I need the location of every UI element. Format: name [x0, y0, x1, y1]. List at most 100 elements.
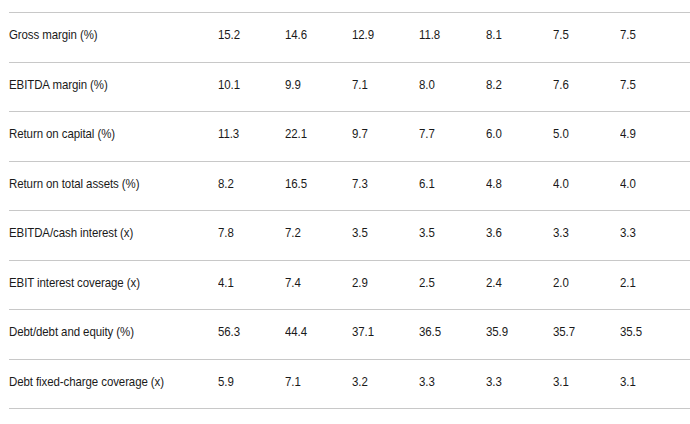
- row-value-text: 56.3: [218, 324, 240, 339]
- table-row: EBIT interest coverage (x)4.17.42.92.52.…: [9, 260, 690, 310]
- row-value: 3.3: [553, 211, 620, 261]
- row-value-text: 12.9: [352, 27, 374, 42]
- row-value-text: 3.3: [419, 374, 435, 389]
- row-label: Debt/debt and undepreciated equity (%): [9, 409, 218, 424]
- row-label-text: Return on total assets (%): [9, 176, 139, 191]
- row-value: 2.0: [553, 260, 620, 310]
- row-value-text: 7.5: [620, 77, 636, 92]
- row-value-text: 2.4: [486, 275, 502, 290]
- row-value: 11.8: [419, 13, 486, 63]
- row-value-text: 3.5: [419, 225, 435, 240]
- row-value: 44.4: [285, 409, 352, 424]
- row-value-text: 7.2: [285, 225, 301, 240]
- row-label: EBIT interest coverage (x): [9, 260, 218, 310]
- row-value-text: 44.4: [285, 324, 307, 339]
- row-value-text: 4.1: [218, 275, 234, 290]
- row-value: 3.1: [620, 359, 690, 409]
- row-value-text: 10.1: [218, 77, 240, 92]
- row-label-text: Debt fixed-charge coverage (x): [9, 374, 164, 389]
- row-value-text: 35.7: [553, 324, 575, 339]
- row-label-text: Return on capital (%): [9, 126, 115, 141]
- row-value: 9.9: [285, 62, 352, 112]
- row-value-text: 7.1: [285, 374, 301, 389]
- row-value: 15.2: [218, 13, 285, 63]
- row-label-text: EBITDA margin (%): [9, 77, 108, 92]
- row-value: 4.8: [486, 161, 553, 211]
- row-value: 56.3: [218, 409, 285, 424]
- row-value-text: 3.1: [620, 374, 636, 389]
- row-value: 8.2: [486, 62, 553, 112]
- row-label: Debt/debt and equity (%): [9, 310, 218, 360]
- row-value-text: 7.1: [352, 77, 368, 92]
- row-value-text: 5.9: [218, 374, 234, 389]
- row-value: 7.5: [553, 13, 620, 63]
- row-value: 35.5: [620, 310, 690, 360]
- row-value-text: 7.4: [285, 275, 301, 290]
- row-value-text: 2.0: [553, 275, 569, 290]
- row-value: 2.5: [419, 260, 486, 310]
- row-value: 35.7: [553, 409, 620, 424]
- row-value-text: 7.7: [419, 126, 435, 141]
- row-value-text: 9.7: [352, 126, 368, 141]
- financial-ratios-table: Gross margin (%)15.214.612.911.88.17.57.…: [9, 12, 690, 424]
- row-label-text: Debt/debt and equity (%): [9, 324, 134, 339]
- row-value: 7.5: [620, 62, 690, 112]
- row-value: 8.1: [486, 13, 553, 63]
- row-value-text: 3.3: [486, 374, 502, 389]
- row-value: 4.1: [218, 260, 285, 310]
- row-value: 10.1: [218, 62, 285, 112]
- row-value: 3.5: [419, 211, 486, 261]
- row-value-text: 7.6: [553, 77, 569, 92]
- table-row: Debt fixed-charge coverage (x) 5.9 7.1 3.2 3…: [9, 359, 690, 409]
- row-value-text: 36.5: [419, 324, 441, 339]
- row-label: Debt fixed-charge coverage (x): [9, 359, 218, 409]
- row-value: 2.4: [486, 260, 553, 310]
- row-value: 12.9: [352, 13, 419, 63]
- row-value-text: 22.1: [285, 126, 307, 141]
- row-value-text: 3.2: [352, 374, 368, 389]
- row-value-text: 3.3: [620, 225, 636, 240]
- row-value: 4.9: [620, 112, 690, 162]
- table-row: Debt/debt and undepreciated equity (%)56…: [9, 409, 690, 424]
- row-label-text: EBIT interest coverage (x): [9, 275, 140, 290]
- row-value-text: 5.0: [553, 126, 569, 141]
- row-value-text: 35.9: [486, 324, 508, 339]
- row-value: 7.7: [419, 112, 486, 162]
- row-label-text: EBITDA/cash interest (x): [9, 225, 133, 240]
- row-value: 7.6: [553, 62, 620, 112]
- row-value-text: 2.9: [352, 275, 368, 290]
- row-value: 36.5: [419, 310, 486, 360]
- row-value-text: 2.1: [620, 275, 636, 290]
- row-label-text: Gross margin (%): [9, 27, 98, 42]
- row-value: 44.4: [285, 310, 352, 360]
- row-value-text: 3.6: [486, 225, 502, 240]
- row-value: 3.1: [553, 359, 620, 409]
- row-value-text: 4.0: [553, 176, 569, 191]
- row-label: EBITDA margin (%): [9, 62, 218, 112]
- row-value: 2.9: [352, 260, 419, 310]
- row-value: 7.5: [620, 13, 690, 63]
- row-value: 16.5: [285, 161, 352, 211]
- row-value: 9.7: [352, 112, 419, 162]
- row-value: 6.1: [419, 161, 486, 211]
- row-value-text: 11.3: [218, 126, 239, 141]
- row-value: 8.0: [419, 62, 486, 112]
- row-value-text: 4.8: [486, 176, 502, 191]
- row-value-text: 6.0: [486, 126, 502, 141]
- row-value: 35.7: [553, 310, 620, 360]
- row-value-text: 15.2: [218, 27, 240, 42]
- financial-ratios-table-body: Gross margin (%)15.214.612.911.88.17.57.…: [9, 13, 690, 424]
- row-value-text: 7.8: [218, 225, 234, 240]
- row-value: 14.6: [285, 13, 352, 63]
- row-value: 7.3: [352, 161, 419, 211]
- row-value-text: 8.0: [419, 77, 435, 92]
- row-value: 3.3: [620, 211, 690, 261]
- row-label: Return on total assets (%): [9, 161, 218, 211]
- row-value-text: 4.0: [620, 176, 636, 191]
- row-value: 3.2: [352, 359, 419, 409]
- row-value: 3.5: [352, 211, 419, 261]
- row-value-text: 3.5: [352, 225, 368, 240]
- row-value: 37.1: [352, 310, 419, 360]
- row-value-text: 9.9: [285, 77, 301, 92]
- table-row: Debt/debt and equity (%) 56.3 44.4 37.136.5…: [9, 310, 690, 360]
